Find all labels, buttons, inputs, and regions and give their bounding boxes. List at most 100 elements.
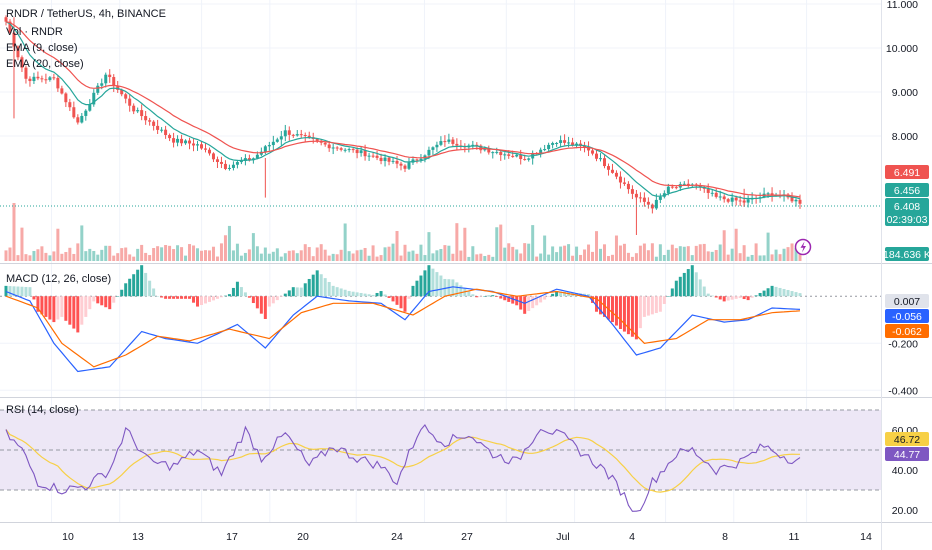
macd-hist-bar — [606, 296, 610, 320]
legend-volume[interactable]: Vol · RNDR — [6, 26, 63, 38]
candle-body — [730, 197, 734, 202]
candle-body — [770, 193, 774, 196]
candle-body — [738, 200, 742, 202]
candle-body — [72, 107, 76, 118]
macd-hist-bar — [367, 294, 371, 297]
macd-hist-bar — [263, 296, 267, 319]
symbol-title[interactable]: RNDR / TetherUS, 4h, BINANCE — [6, 8, 166, 20]
candle-body — [622, 182, 626, 184]
candle-body — [638, 197, 642, 199]
macd-hist-bar — [24, 286, 28, 297]
price-tick-label: 9.000 — [892, 87, 918, 99]
candle-body — [303, 134, 307, 136]
candle-body — [487, 149, 491, 153]
volume-bar — [387, 246, 391, 261]
macd-hist-bar — [762, 290, 766, 297]
volume-bar — [152, 248, 156, 261]
candle-body — [359, 150, 363, 154]
candle-body — [403, 165, 407, 169]
last-price-badge — [885, 198, 929, 226]
volume-bar — [48, 255, 52, 261]
date-tick-label: 20 — [297, 531, 309, 543]
macd-hist-bar — [491, 295, 495, 297]
macd-hist-bar — [519, 296, 523, 310]
volume-bar — [307, 247, 311, 261]
macd-hist-bar — [371, 294, 375, 297]
candle-body — [559, 140, 563, 143]
candle-body — [551, 143, 555, 145]
macd-hist-bar — [36, 296, 40, 312]
candle-body — [798, 199, 802, 204]
candle-body — [247, 158, 251, 161]
volume-bar — [311, 256, 315, 261]
candle-body — [519, 154, 523, 160]
volume-bar — [439, 248, 443, 261]
volume-bar — [132, 256, 136, 261]
candle-body — [511, 155, 515, 157]
macd-tick-label: -0.200 — [888, 338, 918, 350]
candle-body — [231, 164, 235, 168]
macd-hist-bar — [247, 296, 251, 298]
volume-bar — [507, 243, 511, 261]
volume-bar — [203, 250, 207, 261]
volume-bar — [271, 251, 275, 261]
volume-bar — [4, 250, 8, 261]
legend-rsi[interactable]: RSI (14, close) — [6, 404, 79, 416]
macd-hist-bar — [383, 294, 387, 297]
volume-bar — [144, 252, 148, 261]
rsi-tick-label: 20.00 — [892, 505, 918, 517]
candle-body — [483, 149, 487, 151]
macd-hist-bar — [148, 280, 152, 297]
legend-ema9[interactable]: EMA (9, close) — [6, 42, 78, 54]
candle-body — [595, 153, 599, 159]
candle-body — [443, 141, 447, 143]
volume-bar — [746, 256, 750, 261]
volume-bar — [499, 224, 503, 261]
macd-hist-bar — [399, 296, 403, 309]
volume-bar — [339, 249, 343, 261]
candle-body — [591, 150, 595, 154]
macd-hist-bar — [415, 280, 419, 297]
volume-bar — [690, 255, 694, 261]
volume-bar — [319, 244, 323, 261]
rsi-ma-badge-bg — [885, 432, 929, 446]
macd-hist-bar — [56, 296, 60, 320]
macd-hist-bar — [559, 291, 563, 297]
macd-hist-bar — [152, 288, 156, 297]
date-tick-label: 4 — [629, 531, 635, 543]
rsi-line — [5, 424, 801, 512]
macd-hist-bar — [471, 294, 475, 297]
macd-hist-bar — [64, 296, 68, 321]
candle-body — [706, 188, 710, 193]
macd-hist-bar — [200, 296, 204, 306]
macd-hist-bar — [674, 280, 678, 297]
volume-bar — [239, 255, 243, 261]
volume-bar — [295, 253, 299, 261]
date-tick-label: 17 — [226, 531, 238, 543]
volume-bar — [443, 245, 447, 261]
volume-bar — [343, 223, 347, 261]
macd-hist-bar — [527, 296, 531, 311]
volume-bar — [435, 250, 439, 261]
candle-body — [156, 125, 160, 130]
candle-body — [435, 144, 439, 148]
macd-hist-bar — [52, 296, 56, 323]
candle-body — [431, 147, 435, 150]
lightning-icon[interactable] — [794, 238, 812, 256]
macd-hist-bar — [610, 296, 614, 323]
candle-body — [618, 176, 622, 183]
candle-body — [387, 157, 391, 162]
macd-hist-bar — [235, 281, 239, 297]
legend-macd[interactable]: MACD (12, 26, close) — [6, 273, 111, 285]
volume-bar — [662, 254, 666, 261]
volume-bar — [523, 243, 527, 261]
ema9-badge-text: 6.456 — [894, 185, 920, 197]
price-tick-label: 8.000 — [892, 131, 918, 143]
legend-ema20[interactable]: EMA (20, close) — [6, 58, 84, 70]
volume-bar — [180, 247, 184, 261]
macd-hist-bar — [211, 296, 215, 301]
macd-hist-bar — [267, 296, 271, 307]
macd-hist-bar — [758, 292, 762, 297]
macd-hist-bar — [395, 296, 399, 305]
